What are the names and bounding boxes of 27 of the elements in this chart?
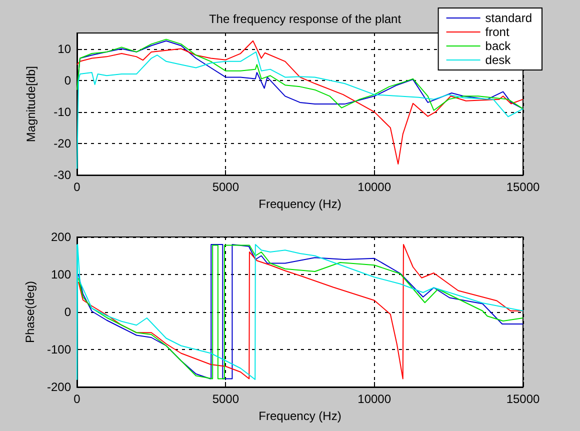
x-tick-label: 0	[74, 392, 81, 406]
chart-title: The frequency response of the plant	[208, 12, 402, 26]
x-tick-label: 5000	[212, 180, 240, 194]
x-tick-label: 15000	[506, 392, 540, 406]
x-axis-title: Frequency (Hz)	[258, 408, 342, 423]
y-tick-label: -200	[46, 380, 72, 394]
y-tick-label: 10	[58, 42, 72, 56]
x-tick-label: 5000	[212, 392, 240, 406]
y-tick-label: -100	[46, 342, 72, 356]
x-tick-label: 10000	[358, 180, 392, 194]
legend-label: standard	[485, 11, 532, 25]
y-tick-label: 0	[64, 73, 72, 88]
y-tick-label: -10	[54, 104, 72, 119]
y-axis-title: Phase(deg)	[23, 280, 38, 344]
y-axis-title: Magnitude[db]	[24, 66, 38, 142]
x-axis-title: Frequency (Hz)	[258, 197, 342, 211]
legend-label: front	[485, 25, 510, 39]
legend-label: back	[485, 39, 512, 53]
x-tick-label: 10000	[358, 392, 392, 406]
legend-label: desk	[485, 53, 512, 67]
y-tick-label: -20	[54, 136, 72, 151]
y-tick-label: 100	[50, 268, 72, 282]
x-tick-label: 0	[74, 180, 81, 194]
x-tick-label: 15000	[506, 180, 540, 194]
y-tick-label: -30	[54, 168, 72, 182]
y-tick-label: 0	[64, 305, 72, 319]
y-tick-label: 200	[50, 230, 72, 244]
